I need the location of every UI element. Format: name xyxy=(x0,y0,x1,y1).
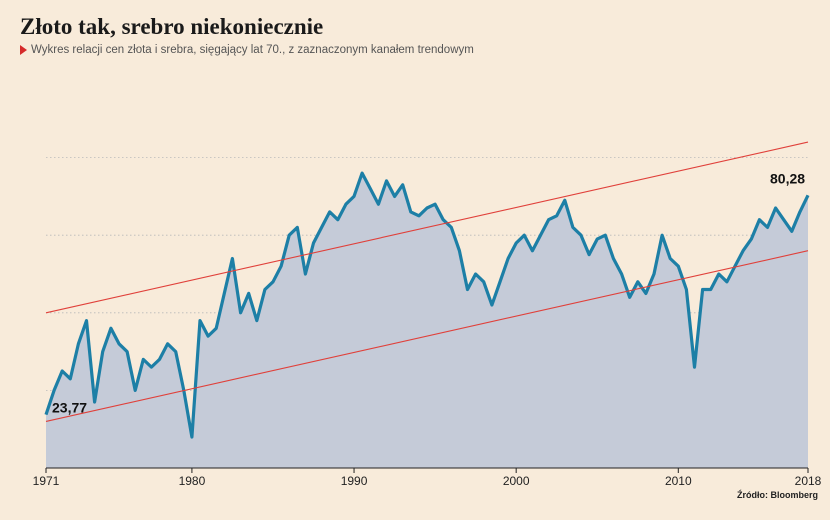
x-axis-ticks: 1971 1980 1990 2000 2010 2018 xyxy=(33,468,822,488)
chart-subtitle-text: Wykres relacji cen złota i srebra, sięga… xyxy=(31,44,474,56)
start-value-label: 23,77 xyxy=(52,400,87,416)
x-tick-label: 2010 xyxy=(665,474,692,488)
x-tick-label: 1971 xyxy=(33,474,60,488)
x-tick-label: 1990 xyxy=(341,474,368,488)
source-note: Źródło: Bloomberg xyxy=(737,490,818,500)
end-value-label: 80,28 xyxy=(770,170,805,186)
x-tick-label: 2018 xyxy=(795,474,822,488)
series-line xyxy=(44,171,810,439)
chart-title: Złoto tak, srebro niekoniecznie xyxy=(20,14,324,39)
triangle-marker-icon xyxy=(20,45,27,55)
series-area-fill xyxy=(46,173,808,468)
trend-line-lower xyxy=(45,250,809,422)
x-tick-label: 1980 xyxy=(179,474,206,488)
chart-subtitle: Wykres relacji cen złota i srebra, sięga… xyxy=(20,44,474,56)
trend-channel xyxy=(45,141,809,422)
x-tick-label: 2000 xyxy=(503,474,530,488)
annotations: 23,77 80,28 xyxy=(52,170,805,415)
trend-line-upper xyxy=(45,141,809,314)
